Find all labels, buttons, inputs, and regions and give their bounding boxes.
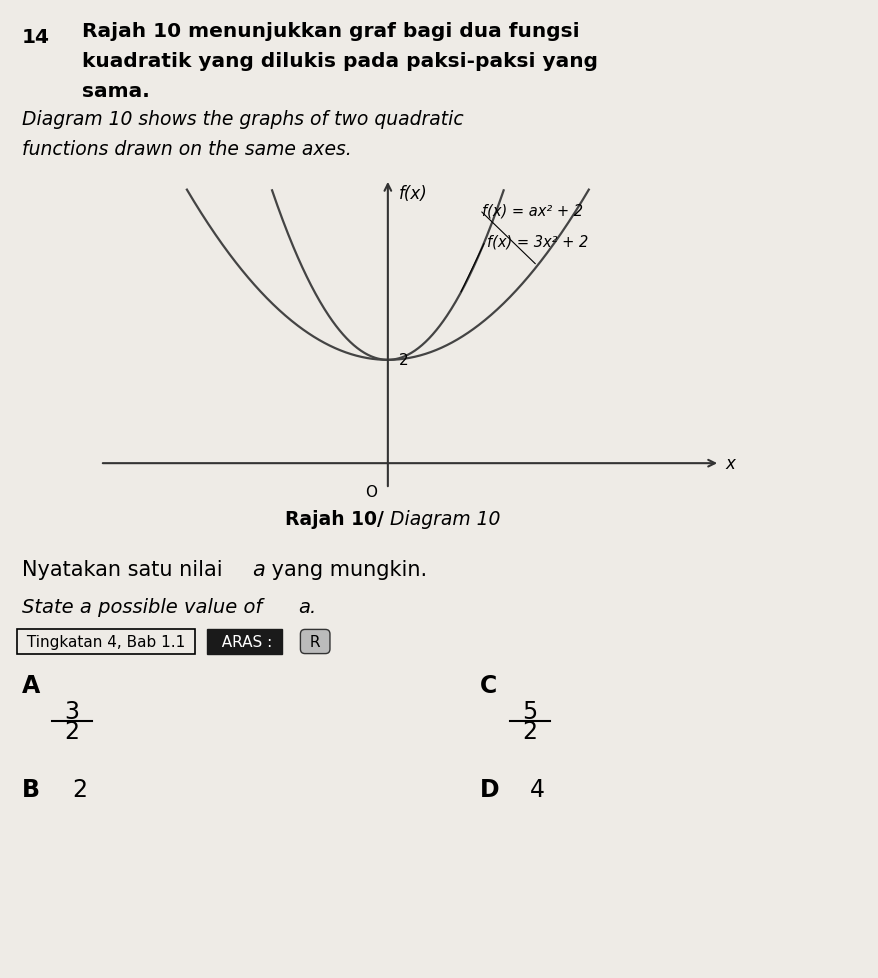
Text: 14: 14	[22, 28, 50, 47]
Text: B: B	[22, 778, 40, 801]
Text: Diagram 10: Diagram 10	[390, 510, 500, 528]
Text: kuadratik yang dilukis pada paksi-paksi yang: kuadratik yang dilukis pada paksi-paksi …	[82, 52, 597, 71]
Text: functions drawn on the same axes.: functions drawn on the same axes.	[22, 140, 351, 158]
Text: Rajah 10 menunjukkan graf bagi dua fungsi: Rajah 10 menunjukkan graf bagi dua fungs…	[82, 22, 579, 41]
Text: 2: 2	[399, 353, 408, 368]
Text: 2: 2	[522, 719, 536, 743]
Text: R: R	[305, 635, 325, 649]
Text: 5: 5	[522, 699, 537, 724]
Text: O: O	[364, 484, 377, 500]
Text: f(x) = 3x² + 2: f(x) = 3x² + 2	[487, 235, 588, 249]
Text: C: C	[479, 673, 497, 697]
Text: A: A	[22, 673, 40, 697]
Text: Diagram 10 shows the graphs of two quadratic: Diagram 10 shows the graphs of two quadr…	[22, 110, 463, 129]
Text: a: a	[252, 559, 264, 579]
Text: a: a	[298, 598, 310, 616]
Text: State a possible value of: State a possible value of	[22, 598, 268, 616]
Text: sama.: sama.	[82, 82, 149, 101]
Text: Tingkatan 4, Bab 1.1: Tingkatan 4, Bab 1.1	[22, 635, 190, 649]
Text: Rajah 10/: Rajah 10/	[284, 510, 390, 528]
Text: 2: 2	[64, 719, 79, 743]
Text: .: .	[310, 598, 316, 616]
Text: ARAS :: ARAS :	[212, 635, 277, 649]
Text: 4: 4	[529, 778, 544, 801]
Text: f(x) = ax² + 2: f(x) = ax² + 2	[481, 203, 582, 218]
Text: yang mungkin.: yang mungkin.	[264, 559, 427, 579]
Text: 2: 2	[72, 778, 87, 801]
Text: f(x): f(x)	[399, 185, 428, 203]
Text: 3: 3	[64, 699, 79, 724]
Text: x: x	[724, 455, 735, 472]
Text: Nyatakan satu nilai: Nyatakan satu nilai	[22, 559, 229, 579]
Text: D: D	[479, 778, 499, 801]
